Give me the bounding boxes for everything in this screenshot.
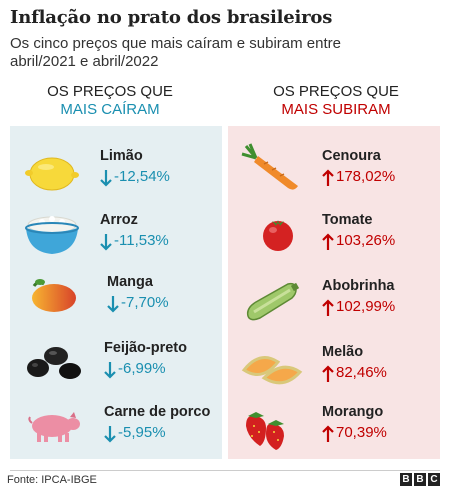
pig-icon: [28, 412, 80, 442]
list-item: Manga -7,70%: [20, 268, 220, 324]
item-value: 103,26%: [336, 232, 396, 249]
list-item: Morango 70,39%: [236, 398, 436, 454]
down-arrow-icon: [100, 234, 112, 251]
item-name: Feijão-preto: [104, 340, 187, 356]
rising-prices-heading: OS PREÇOS QUE MAIS SUBIRAM: [226, 83, 446, 119]
list-item: Abobrinha 102,99%: [236, 272, 436, 328]
item-name: Arroz: [100, 212, 138, 228]
rising-heading-line2: MAIS SUBIRAM: [281, 101, 391, 118]
item-value: -5,95%: [118, 424, 166, 441]
item-value: 178,02%: [336, 168, 396, 185]
up-arrow-icon: [322, 365, 334, 382]
list-item: Tomate 103,26%: [236, 206, 436, 262]
item-name: Melão: [322, 344, 364, 360]
down-arrow-icon: [100, 170, 112, 187]
falling-prices-heading: OS PREÇOS QUE MAIS CAÍRAM: [0, 83, 220, 119]
footer-divider: [10, 470, 440, 471]
item-value: -11,53%: [114, 232, 169, 249]
item-value: -6,99%: [118, 360, 166, 377]
list-item: Arroz -11,53%: [20, 206, 220, 262]
item-value: 70,39%: [336, 424, 387, 441]
chart-subtitle: Os cinco preços que mais caíram e subira…: [10, 35, 341, 70]
item-name: Abobrinha: [322, 278, 395, 294]
falling-heading-line1: OS PREÇOS QUE: [47, 83, 173, 100]
down-arrow-icon: [104, 426, 116, 443]
item-value: -7,70%: [121, 294, 169, 311]
down-arrow-icon: [107, 296, 119, 313]
rising-prices-panel: Cenoura 178,02% Tomate 103,26% Abobrinha…: [228, 126, 440, 459]
item-name: Manga: [107, 274, 153, 290]
bbc-logo: B B C: [400, 473, 440, 486]
rice-bowl-icon: [25, 216, 79, 254]
item-name: Limão: [100, 148, 143, 164]
falling-prices-panel: Limão -12,54% Arroz -11,53% Manga -7,70%: [10, 126, 222, 459]
up-arrow-icon: [322, 169, 334, 186]
black-beans-icon: [27, 347, 81, 379]
list-item: Carne de porco -5,95%: [20, 398, 220, 454]
carrot-icon: [241, 143, 298, 190]
item-value: -12,54%: [114, 168, 170, 185]
tomato-icon: [263, 220, 293, 251]
item-name: Carne de porco: [104, 404, 211, 420]
chart-title: Inflação no prato dos brasileiros: [10, 7, 333, 28]
item-name: Cenoura: [322, 148, 381, 164]
up-arrow-icon: [322, 299, 334, 316]
lemon-icon: [25, 157, 79, 191]
list-item: Cenoura 178,02%: [236, 142, 436, 198]
bbc-logo-block: B: [400, 473, 412, 486]
up-arrow-icon: [322, 233, 334, 250]
melon-icon: [241, 356, 303, 385]
bbc-logo-block: B: [414, 473, 426, 486]
bbc-logo-block: C: [428, 473, 440, 486]
list-item: Melão 82,46%: [236, 338, 436, 394]
source-note: Fonte: IPCA-IBGE: [7, 474, 97, 486]
down-arrow-icon: [104, 362, 116, 379]
up-arrow-icon: [322, 425, 334, 442]
list-item: Limão -12,54%: [20, 142, 220, 198]
item-value: 102,99%: [336, 298, 396, 315]
falling-heading-line2: MAIS CAÍRAM: [60, 101, 160, 118]
list-item: Feijão-preto -6,99%: [20, 334, 220, 390]
item-name: Tomate: [322, 212, 373, 228]
zucchini-icon: [246, 282, 300, 321]
item-name: Morango: [322, 404, 384, 420]
strawberry-icon: [246, 412, 284, 450]
mango-icon: [32, 279, 76, 312]
item-value: 82,46%: [336, 364, 387, 381]
rising-heading-line1: OS PREÇOS QUE: [273, 83, 399, 100]
